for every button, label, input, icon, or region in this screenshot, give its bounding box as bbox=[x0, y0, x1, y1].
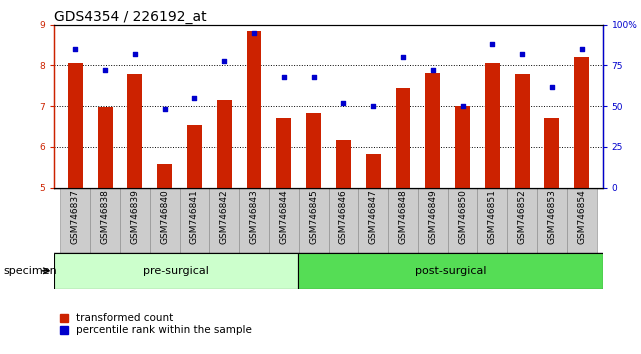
Bar bbox=[358, 188, 388, 253]
Text: pre-surgical: pre-surgical bbox=[144, 266, 209, 276]
Point bbox=[576, 46, 587, 52]
Text: GDS4354 / 226192_at: GDS4354 / 226192_at bbox=[54, 10, 207, 24]
Text: post-surgical: post-surgical bbox=[415, 266, 486, 276]
Bar bbox=[388, 188, 418, 253]
Point bbox=[279, 74, 289, 80]
Bar bbox=[269, 188, 299, 253]
Text: GSM746852: GSM746852 bbox=[518, 190, 527, 244]
Bar bbox=[68, 63, 83, 188]
Text: GSM746839: GSM746839 bbox=[130, 190, 139, 245]
Bar bbox=[395, 88, 410, 188]
Bar bbox=[298, 253, 603, 289]
Text: GSM746845: GSM746845 bbox=[309, 190, 318, 244]
Text: specimen: specimen bbox=[3, 266, 57, 276]
Bar bbox=[507, 188, 537, 253]
Point bbox=[368, 103, 378, 109]
Point bbox=[71, 46, 81, 52]
Bar bbox=[537, 188, 567, 253]
Bar bbox=[210, 188, 239, 253]
Point bbox=[398, 55, 408, 60]
Text: GSM746853: GSM746853 bbox=[547, 190, 556, 245]
Bar bbox=[447, 188, 478, 253]
Bar bbox=[179, 188, 210, 253]
Text: GSM746837: GSM746837 bbox=[71, 190, 80, 245]
Text: GSM746850: GSM746850 bbox=[458, 190, 467, 245]
Bar bbox=[299, 188, 329, 253]
Point bbox=[249, 30, 259, 36]
Text: GSM746849: GSM746849 bbox=[428, 190, 437, 244]
Bar bbox=[455, 106, 470, 188]
Bar bbox=[239, 188, 269, 253]
Point bbox=[189, 95, 199, 101]
Bar bbox=[485, 63, 500, 188]
Bar bbox=[157, 164, 172, 188]
Bar bbox=[120, 188, 150, 253]
Text: GSM746844: GSM746844 bbox=[279, 190, 288, 244]
Point bbox=[517, 51, 528, 57]
Point bbox=[458, 103, 468, 109]
Bar bbox=[150, 188, 179, 253]
Text: GSM746843: GSM746843 bbox=[249, 190, 258, 244]
Point bbox=[308, 74, 319, 80]
Point bbox=[219, 58, 229, 63]
Bar bbox=[544, 118, 560, 188]
Bar bbox=[128, 74, 142, 188]
Text: GSM746842: GSM746842 bbox=[220, 190, 229, 244]
Point bbox=[547, 84, 557, 90]
Bar bbox=[426, 73, 440, 188]
Bar bbox=[336, 139, 351, 188]
Bar bbox=[90, 188, 120, 253]
Bar bbox=[187, 125, 202, 188]
Point bbox=[338, 100, 349, 106]
Bar bbox=[276, 118, 291, 188]
Bar bbox=[97, 107, 113, 188]
Point bbox=[160, 107, 170, 112]
Bar bbox=[306, 113, 321, 188]
Text: GSM746848: GSM746848 bbox=[399, 190, 408, 244]
Bar bbox=[478, 188, 507, 253]
Bar bbox=[418, 188, 447, 253]
Text: GSM746838: GSM746838 bbox=[101, 190, 110, 245]
Point bbox=[487, 41, 497, 47]
Bar bbox=[574, 57, 589, 188]
Bar bbox=[54, 253, 298, 289]
Text: GSM746854: GSM746854 bbox=[577, 190, 586, 244]
Bar bbox=[60, 188, 90, 253]
Bar bbox=[515, 74, 529, 188]
Bar bbox=[247, 31, 262, 188]
Bar bbox=[366, 154, 381, 188]
Text: GSM746846: GSM746846 bbox=[339, 190, 348, 244]
Point bbox=[428, 68, 438, 73]
Text: GSM746840: GSM746840 bbox=[160, 190, 169, 244]
Bar bbox=[328, 188, 358, 253]
Bar bbox=[217, 100, 231, 188]
Text: GSM746841: GSM746841 bbox=[190, 190, 199, 244]
Text: GSM746851: GSM746851 bbox=[488, 190, 497, 245]
Bar bbox=[567, 188, 597, 253]
Text: GSM746847: GSM746847 bbox=[369, 190, 378, 244]
Point bbox=[100, 68, 110, 73]
Legend: transformed count, percentile rank within the sample: transformed count, percentile rank withi… bbox=[60, 313, 253, 335]
Point bbox=[129, 51, 140, 57]
